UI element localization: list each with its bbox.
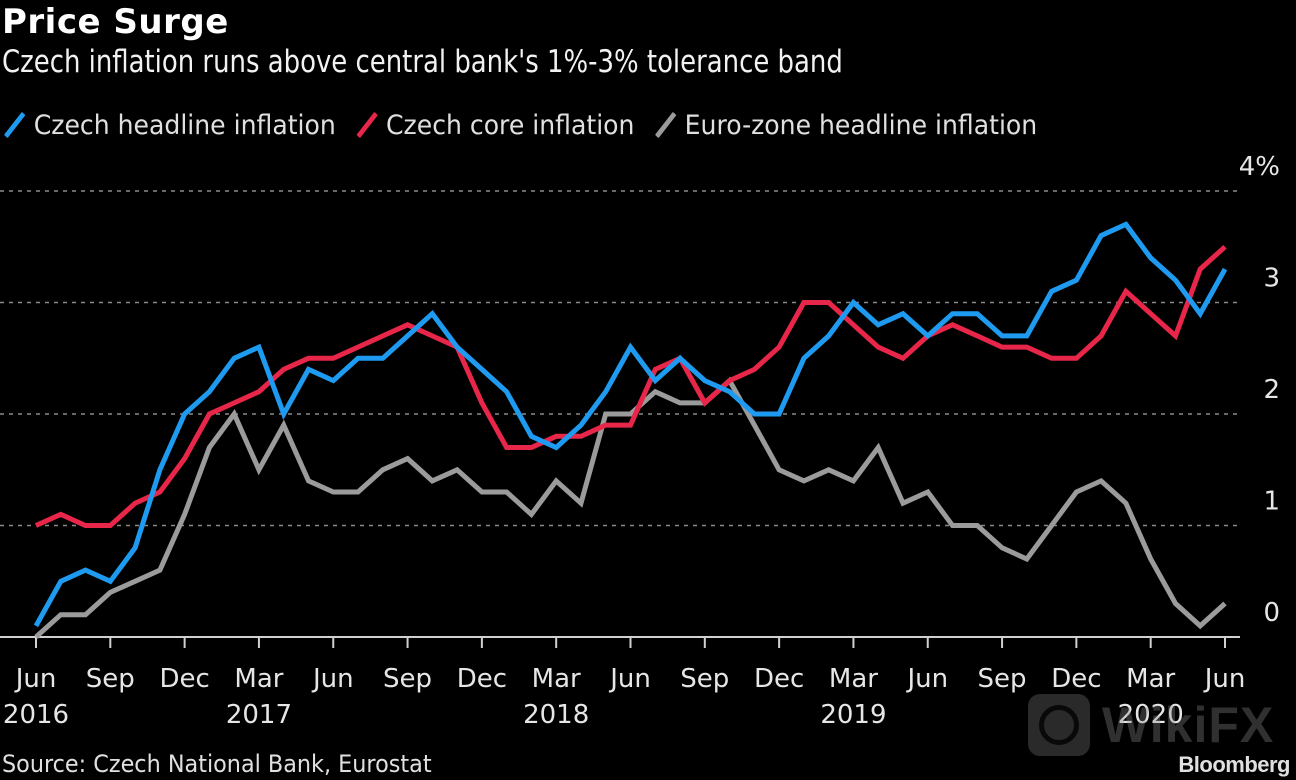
watermark: WikiFX (1028, 694, 1274, 756)
y-tick-label: 1 (1263, 487, 1280, 517)
y-axis-labels: 0 1 2 3 4% (1239, 152, 1280, 628)
legend-label: Euro-zone headline inflation (684, 109, 1038, 141)
series-line-euro-zone-headline-inflation (34, 376, 1227, 639)
x-tick-label: Mar (532, 664, 581, 694)
x-tick-label: Jun (905, 664, 948, 694)
source-note: Source: Czech National Bank, Eurostat (2, 750, 432, 778)
x-tick-label: Sep (383, 664, 432, 694)
chart-subtitle: Czech inflation runs above central bank'… (2, 44, 843, 80)
series-line-czech-headline-inflation (33, 221, 1228, 628)
x-tick-label: Dec (457, 664, 507, 694)
x-year-label: 2019 (820, 700, 886, 730)
x-year-label: 2017 (226, 700, 292, 730)
chart-title: Price Surge (2, 2, 229, 42)
x-tick-label: Mar (1126, 664, 1175, 694)
x-tick-label: Jun (311, 664, 354, 694)
legend-label: Czech core inflation (386, 109, 635, 141)
x-tick-label: Jun (608, 664, 651, 694)
x-tick-label: Dec (159, 664, 209, 694)
x-year-label: 2016 (3, 700, 69, 730)
x-tick-label: Dec (1051, 664, 1101, 694)
x-tick-label: Sep (86, 664, 135, 694)
legend-item-czech-core: Czech core inflation (356, 108, 634, 142)
legend-label: Czech headline inflation (33, 109, 336, 141)
x-tick-label: Sep (680, 664, 729, 694)
y-tick-label: 4% (1239, 152, 1280, 182)
x-tick-label: Sep (978, 664, 1027, 694)
x-tick-label: Mar (234, 664, 283, 694)
legend-item-czech-headline: Czech headline inflation (3, 108, 336, 142)
y-tick-label: 0 (1263, 598, 1280, 628)
x-tick-label: Dec (754, 664, 804, 694)
legend: Czech headline inflation Czech core infl… (3, 108, 1058, 142)
x-tick-label: Jun (1203, 664, 1246, 694)
x-axis: Jun 2016 Sep Dec Mar 2017 Jun Sep Dec Mar 2018 Jun S… (0, 636, 1246, 730)
x-tick-label: Mar (829, 664, 878, 694)
y-tick-label: 3 (1263, 264, 1280, 294)
x-year-label: 2018 (523, 700, 589, 730)
y-tick-label: 2 (1263, 375, 1280, 405)
legend-item-euro-zone: Euro-zone headline inflation (654, 108, 1038, 142)
x-year-label: 2020 (1118, 700, 1184, 730)
series-line-czech-core-inflation (34, 244, 1227, 528)
bloomberg-logo: Bloomberg (1178, 752, 1290, 777)
x-tick-label: Jun (14, 664, 57, 694)
series-lines (33, 221, 1228, 639)
watermark-text: WikiFX (1102, 697, 1275, 753)
wikifx-logo-icon (1028, 694, 1090, 756)
